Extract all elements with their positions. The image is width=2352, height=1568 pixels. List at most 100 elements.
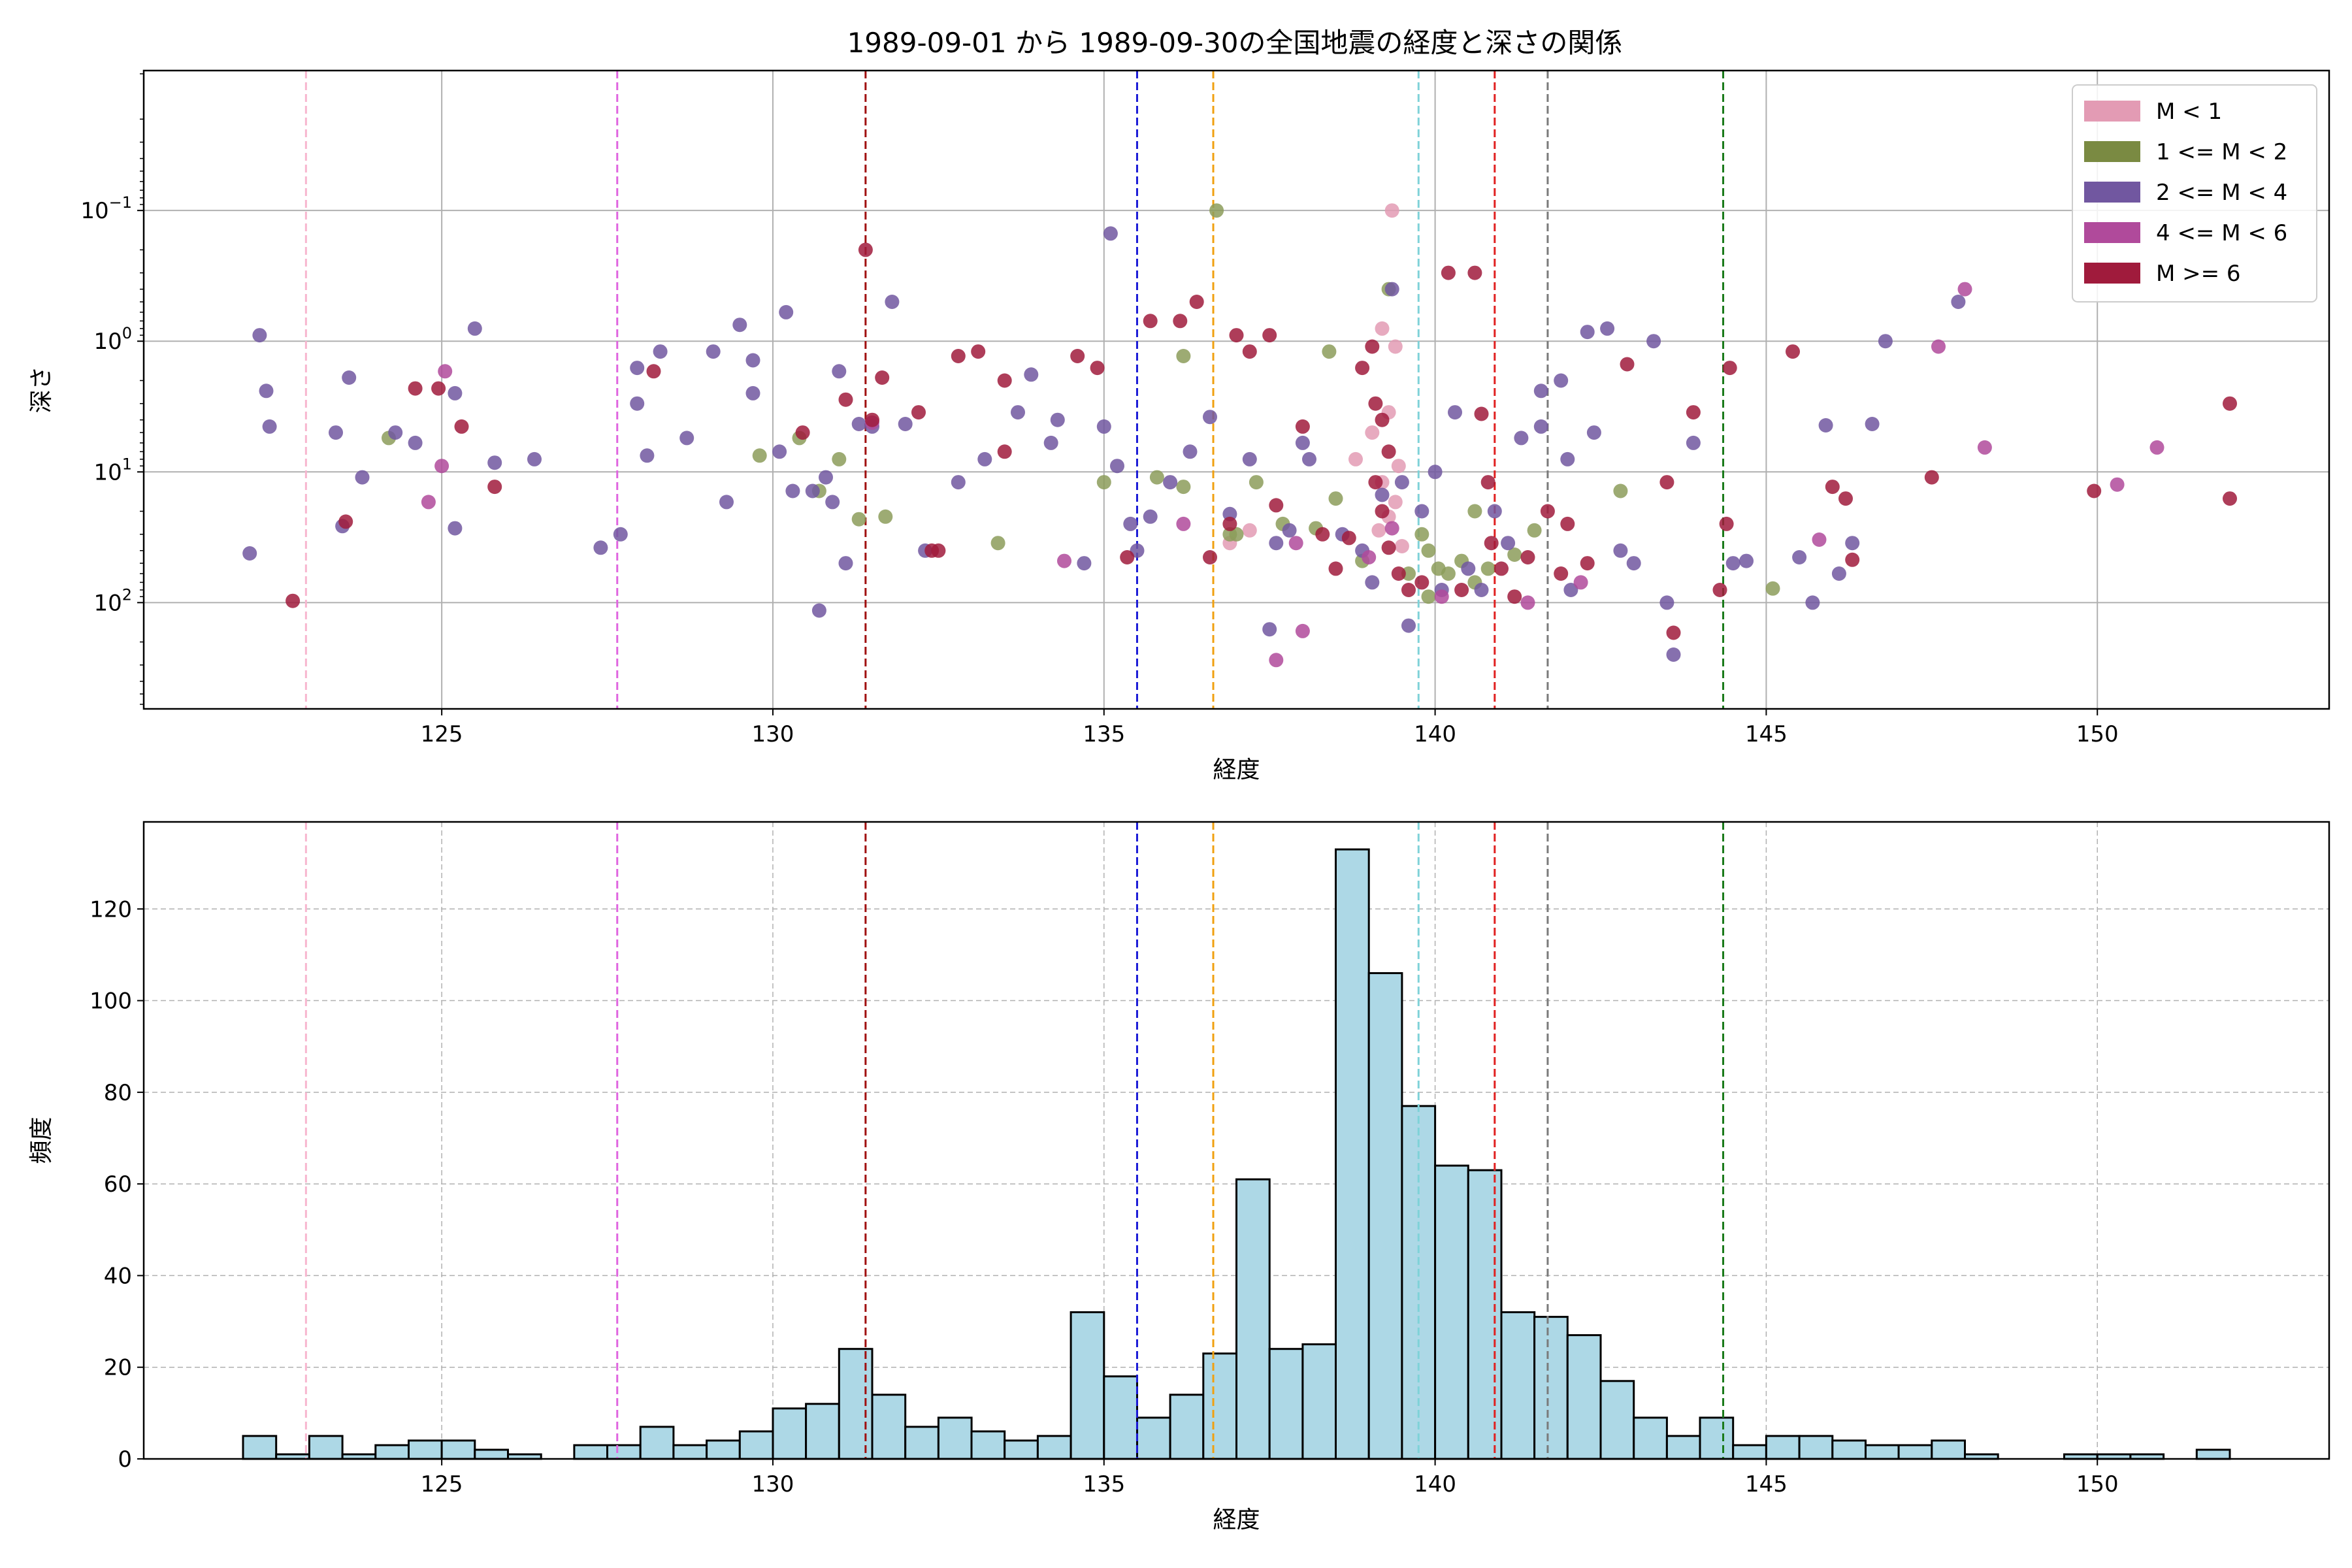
histogram-bar: [1500, 1311, 1536, 1460]
scatter-point: [811, 603, 826, 618]
histogram-bar: [1633, 1416, 1668, 1460]
scatter-point: [408, 381, 423, 396]
scatter-point: [1613, 543, 1628, 558]
scatter-point: [388, 425, 403, 440]
scatter-point: [951, 475, 966, 490]
scatter-point: [1375, 487, 1390, 502]
scatter-point: [1686, 405, 1701, 420]
scatter-point: [858, 242, 873, 257]
histogram-bar: [474, 1448, 509, 1460]
scatter-point: [1394, 539, 1409, 553]
histogram-panel: 125 130 135 140 145 150 0 20 40 60 80 100 120 経度 頻度: [28, 821, 2330, 1533]
scatter-point: [851, 512, 866, 527]
scatter-point: [1176, 480, 1191, 495]
scatter-point: [1341, 531, 1356, 546]
scatter-point: [1269, 536, 1284, 551]
legend-label: 4 <= M < 6: [2156, 220, 2287, 246]
histogram-bar: [2195, 1448, 2231, 1460]
scatter-point: [977, 451, 992, 466]
histogram-x-tick-label: 125: [421, 1471, 463, 1497]
scatter-point: [1362, 550, 1377, 564]
scatter-x-tick-label: 135: [1083, 721, 1125, 747]
scatter-point: [1222, 506, 1237, 521]
scatter-point: [1514, 431, 1529, 446]
scatter-point: [1686, 435, 1701, 450]
scatter-point: [825, 495, 840, 510]
scatter-point: [1328, 561, 1343, 576]
scatter-point: [1573, 575, 1588, 590]
histogram-bar: [1367, 972, 1403, 1460]
histogram-bar: [1865, 1444, 1900, 1460]
histogram-x-tick-label: 150: [2076, 1471, 2119, 1497]
histogram-bar: [1533, 1316, 1569, 1460]
scatter-point: [467, 321, 482, 336]
scatter-point: [1540, 504, 1555, 519]
scatter-point: [772, 444, 787, 459]
histogram-bar: [606, 1444, 642, 1460]
histogram-bar: [1301, 1343, 1337, 1460]
scatter-point: [431, 381, 446, 396]
histogram-bar: [573, 1444, 609, 1460]
scatter-point: [1421, 543, 1436, 558]
scatter-point: [1501, 536, 1516, 551]
scatter-point: [1805, 595, 1820, 610]
legend-swatch: [2084, 101, 2140, 122]
histogram-bar: [1765, 1435, 1801, 1460]
scatter-point: [1203, 550, 1217, 564]
histogram-bar: [1235, 1178, 1271, 1460]
scatter-point: [706, 344, 721, 359]
scatter-point: [1365, 339, 1380, 354]
histogram-x-axis-label: 経度: [1213, 1507, 1260, 1533]
scatter-point: [1434, 589, 1449, 604]
scatter-point: [1401, 618, 1416, 633]
scatter-point: [1269, 498, 1284, 513]
scatter-point: [745, 385, 760, 400]
legend-label: M >= 6: [2156, 261, 2241, 287]
scatter-point: [1348, 451, 1363, 466]
scatter-panel: 125 130 135 140 145 150 10−1 100 101 102 経度 深さ M…: [28, 69, 2330, 783]
scatter-y-tick-label: 10−1: [80, 193, 132, 224]
histogram-bar: [1699, 1416, 1735, 1460]
legend-swatch: [2084, 141, 2140, 162]
histogram-bar: [1268, 1348, 1304, 1460]
scatter-y-tick-label: 101: [93, 455, 132, 485]
scatter-x-tick-label: 145: [1745, 721, 1788, 747]
scatter-point: [1520, 595, 1535, 610]
scatter-point: [990, 536, 1005, 551]
legend-box: [2072, 84, 2317, 302]
scatter-point: [1646, 334, 1661, 349]
scatter-point: [1176, 349, 1191, 363]
scatter-point: [865, 412, 879, 427]
scatter-point: [1242, 344, 1257, 359]
scatter-point: [2087, 483, 2102, 498]
scatter-point: [434, 459, 449, 474]
scatter-point: [1951, 295, 1966, 309]
scatter-point: [1786, 344, 1800, 359]
histogram-bar: [1831, 1439, 1867, 1460]
scatter-point: [779, 304, 794, 319]
scatter-point: [1173, 314, 1188, 329]
histogram-bar: [1036, 1435, 1072, 1460]
scatter-point: [1295, 419, 1310, 434]
scatter-point: [286, 593, 301, 608]
scatter-point: [1242, 523, 1257, 538]
histogram-bar: [1434, 1164, 1469, 1460]
histogram-y-tick-label: 100: [90, 988, 132, 1015]
scatter-point: [613, 527, 628, 542]
scatter-y-ticks: 10−1 100 101 102: [80, 73, 144, 705]
scatter-point: [1554, 566, 1569, 581]
scatter-point: [646, 364, 661, 379]
scatter-point: [1024, 367, 1039, 382]
scatter-point: [1365, 425, 1380, 440]
scatter-point: [1120, 550, 1135, 564]
scatter-point: [1845, 536, 1860, 551]
scatter-point: [1461, 561, 1476, 576]
legend-swatch: [2084, 263, 2140, 284]
histogram-x-tick-label: 145: [1745, 1471, 1788, 1497]
scatter-point: [1825, 480, 1840, 495]
histogram-bar: [706, 1439, 741, 1460]
scatter-point: [1554, 373, 1569, 388]
scatter-point: [262, 419, 277, 434]
histogram-y-tick-label: 120: [90, 896, 132, 923]
scatter-point: [1719, 516, 1734, 531]
